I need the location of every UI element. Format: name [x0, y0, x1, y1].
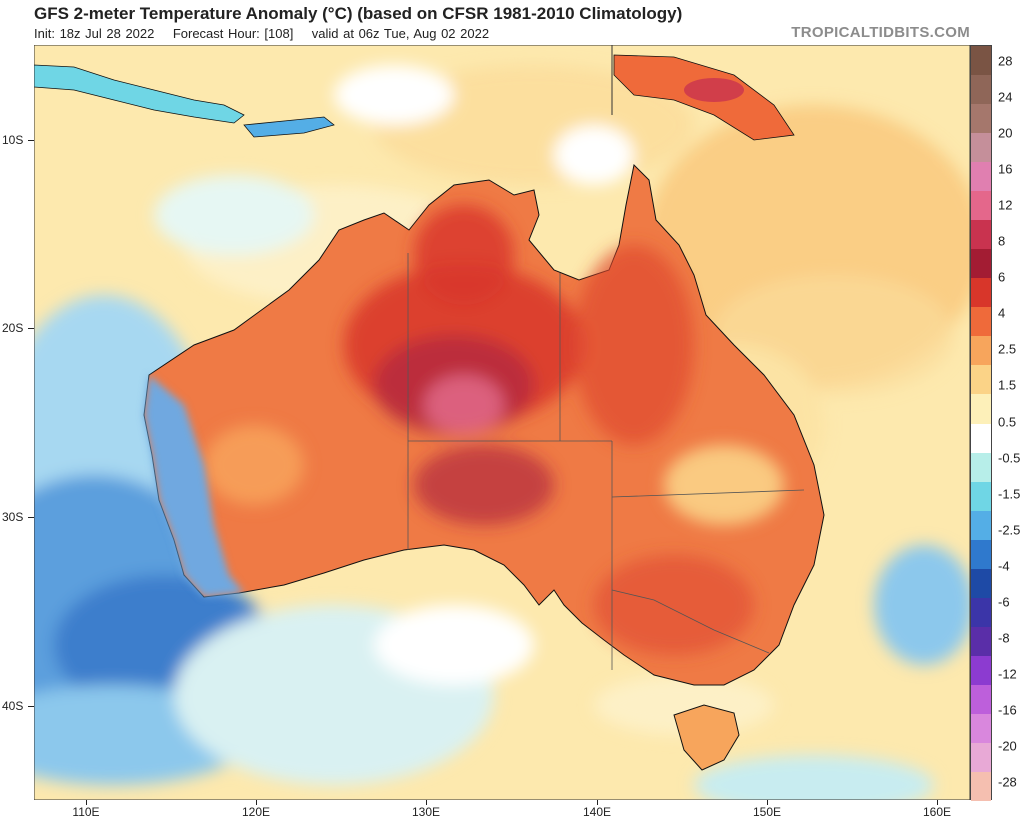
lat-label-20s: 20S	[2, 321, 24, 335]
colorbar-label: -0.5	[998, 450, 1021, 466]
colorbar-segment	[971, 394, 991, 424]
colorbar-label: -8	[998, 630, 1010, 646]
colorbar-segment	[971, 568, 991, 599]
forecast-hour: Forecast Hour: [108]	[172, 26, 294, 41]
colorbar-segment	[971, 336, 991, 366]
colorbar-label: 16	[998, 161, 1013, 177]
colorbar-segment	[971, 713, 991, 744]
colorbar-label: -20	[998, 738, 1017, 754]
lon-label-160e: 160E	[922, 805, 952, 819]
colorbar	[970, 45, 992, 802]
colorbar-label: -28	[998, 774, 1017, 790]
colorbar-label: 6	[998, 269, 1006, 285]
lon-label-110e: 110E	[72, 805, 100, 819]
colorbar-segment	[971, 452, 991, 483]
lon-tick	[256, 800, 257, 805]
colorbar-label: 2.5	[998, 341, 1017, 357]
lon-label-120e: 120E	[241, 805, 271, 819]
colorbar-segment	[971, 684, 991, 715]
lat-label-30s: 30S	[2, 510, 24, 524]
colorbar-segment	[971, 423, 991, 454]
lon-tick	[767, 800, 768, 805]
lon-label-140e: 140E	[582, 805, 612, 819]
colorbar-label: -4	[998, 558, 1010, 574]
ocean-anomaly-field	[34, 65, 970, 800]
colorbar-label: -6	[998, 594, 1010, 610]
colorbar-segment	[971, 365, 991, 395]
colorbar-segment	[971, 162, 991, 192]
colorbar-segment	[971, 742, 991, 773]
colorbar-segment	[971, 191, 991, 221]
colorbar-segment	[971, 626, 991, 657]
colorbar-segment	[971, 133, 991, 163]
colorbar-segment	[971, 104, 991, 134]
map-canvas	[34, 45, 970, 800]
colorbar-segment	[971, 597, 991, 628]
colorbar-segment	[971, 307, 991, 337]
colorbar-label: 8	[998, 233, 1006, 249]
colorbar-label: -16	[998, 702, 1017, 718]
colorbar-segment	[971, 510, 991, 541]
colorbar-segment	[971, 249, 991, 279]
colorbar-label: -2.5	[998, 522, 1021, 538]
land-anomaly-field	[204, 205, 784, 655]
lon-tick	[426, 800, 427, 805]
lat-label-40s: 40S	[2, 699, 24, 713]
colorbar-label: 20	[998, 125, 1013, 141]
colorbar-label: 4	[998, 305, 1006, 321]
coastal-cool-strip	[144, 375, 244, 597]
colorbar-segment	[971, 539, 991, 570]
forecast-info: Init: 18z Jul 28 2022 Forecast Hour: [10…	[34, 26, 489, 41]
lon-tick	[937, 800, 938, 805]
source-watermark: TROPICALTIDBITS.COM	[791, 24, 970, 41]
colorbar-segment	[971, 771, 991, 802]
lat-tick	[28, 328, 34, 329]
lat-label-10s: 10S	[2, 133, 24, 147]
valid-time: valid at 06z Tue, Aug 02 2022	[311, 26, 490, 41]
colorbar-label: -1.5	[998, 486, 1021, 502]
lon-tick	[597, 800, 598, 805]
map-title: GFS 2-meter Temperature Anomaly (°C) (ba…	[34, 4, 683, 23]
colorbar-segment	[971, 75, 991, 105]
lat-tick	[28, 706, 34, 707]
state-borders	[407, 253, 805, 670]
tasmania	[673, 704, 740, 771]
init-time: Init: 18z Jul 28 2022	[34, 26, 155, 41]
colorbar-segment	[971, 278, 991, 308]
colorbar-segment	[971, 46, 991, 76]
northern-islands	[34, 54, 795, 141]
lat-tick	[28, 140, 34, 141]
colorbar-label: 24	[998, 89, 1013, 105]
anomaly-map	[34, 45, 970, 800]
lon-tick	[86, 800, 87, 805]
colorbar-label: 12	[998, 197, 1013, 213]
colorbar-label: 28	[998, 53, 1013, 69]
lon-label-150e: 150E	[752, 805, 782, 819]
lon-label-130e: 130E	[411, 805, 441, 819]
lat-tick	[28, 517, 34, 518]
colorbar-segment	[971, 481, 991, 512]
colorbar-label: 0.5	[998, 414, 1017, 429]
colorbar-segment	[971, 655, 991, 686]
colorbar-segment	[971, 220, 991, 250]
colorbar-label: -12	[998, 666, 1017, 682]
colorbar-label: 1.5	[998, 377, 1017, 393]
